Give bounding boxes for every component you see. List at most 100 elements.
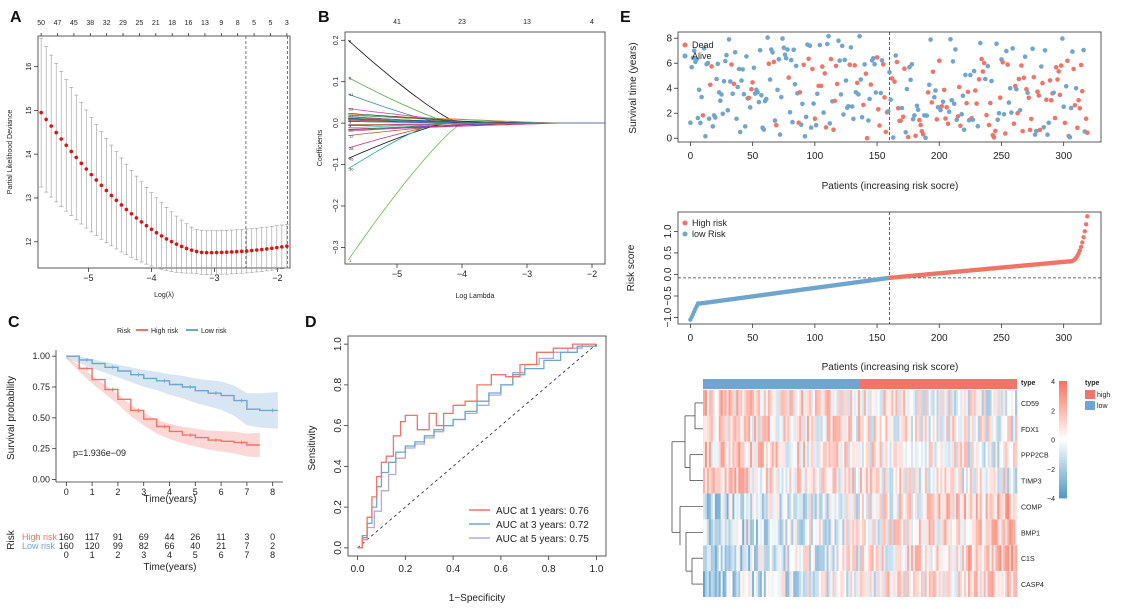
panel-c-xtick-label: 6 — [219, 487, 224, 497]
heatmap-cell — [977, 390, 981, 416]
panel-d-xtick-label: 1.0 — [589, 564, 603, 575]
heatmap-cell — [820, 493, 824, 520]
heatmap-cell — [926, 571, 929, 598]
panel-e1-point-alive — [857, 33, 862, 39]
heatmap-cell — [848, 415, 851, 442]
panel-e1-point-alive — [770, 50, 775, 55]
heatmap-cell — [1015, 519, 1018, 546]
heatmap-cell — [755, 467, 759, 494]
heatmap-cell — [883, 390, 886, 416]
heatmap-cell — [836, 493, 839, 520]
heatmap-cell — [861, 493, 865, 520]
panel-a-point — [164, 237, 169, 241]
panel-a-point — [114, 198, 119, 203]
heatmap-cell — [836, 390, 839, 416]
heatmap-cell — [875, 571, 878, 598]
panel-e1-point-dead — [976, 77, 982, 82]
panel-b-path-label: 5 — [349, 76, 352, 81]
panel-c-ylabel: Survival probability — [6, 376, 17, 460]
heatmap-cell — [793, 493, 796, 520]
heatmap-cell — [860, 467, 863, 494]
heatmap-cell — [789, 493, 792, 520]
heatmap-cell — [769, 441, 772, 468]
panel-e1-point-dead — [766, 61, 772, 66]
heatmap-cell — [846, 441, 849, 468]
heatmap-cell — [865, 545, 869, 572]
risk-table-xtick-label: 7 — [244, 550, 249, 560]
heatmap-cell — [810, 493, 814, 520]
heatmap-cell — [897, 519, 900, 546]
heatmap-cell — [887, 467, 890, 494]
heatmap-cell — [867, 545, 871, 572]
heatmap-cell — [740, 390, 743, 416]
heatmap-cell — [761, 571, 765, 598]
panel-e1-point-alive — [798, 122, 804, 127]
heatmap-cell — [793, 519, 796, 546]
heatmap-cell — [822, 441, 825, 468]
heatmap-cell — [818, 441, 822, 468]
heatmap-cell — [960, 545, 963, 572]
panel-e1-point-alive — [1081, 47, 1086, 53]
e2-legend-high: High risk — [692, 218, 728, 228]
heatmap-colorbar-segment — [1059, 392, 1067, 396]
heatmap-cell — [752, 415, 755, 442]
panel-e1-point-dead — [834, 81, 840, 87]
heatmap-gene-label: COMP — [1021, 504, 1042, 511]
panel-e1-point-alive — [890, 135, 896, 140]
heatmap-cell — [783, 545, 786, 572]
heatmap-cell — [858, 545, 861, 572]
panel-e2-xtick-label: 50 — [747, 333, 759, 344]
heatmap-cell — [940, 415, 943, 442]
heatmap-cell — [875, 467, 878, 494]
panel-a-top-label: 18 — [168, 20, 176, 27]
heatmap-cell — [814, 390, 818, 416]
panel-e1-point-dead — [876, 107, 881, 112]
panel-e1-point-alive — [1041, 125, 1047, 130]
heatmap-cell — [795, 545, 798, 572]
heatmap-cell — [769, 519, 772, 546]
panel-e1-point-alive — [975, 124, 981, 129]
heatmap-cell — [742, 519, 745, 546]
heatmap-cell — [757, 545, 761, 572]
heatmap-cell — [708, 441, 712, 468]
panel-e1-point-alive — [923, 135, 928, 141]
heatmap-cell — [734, 467, 737, 494]
heatmap-cell — [942, 390, 945, 416]
heatmap-cell — [799, 441, 802, 468]
panel-e1-point-dead — [749, 87, 754, 92]
heatmap-cell — [997, 390, 1000, 416]
panel-d-ylabel: Sensitivity — [307, 425, 318, 470]
heatmap-cell — [938, 441, 941, 468]
heatmap-colorbar-segment — [1059, 398, 1067, 402]
heatmap-cell — [789, 390, 792, 416]
panel-e1-point-dead — [823, 125, 829, 130]
heatmap-cell — [881, 545, 884, 572]
heatmap-cell — [706, 441, 710, 468]
panel-e1-point-dead — [729, 62, 734, 67]
heatmap-cell — [873, 493, 876, 520]
heatmap-cell — [759, 519, 763, 546]
panel-d-xtick-label: 0.4 — [446, 564, 460, 575]
heatmap-cell — [871, 415, 875, 442]
heatmap-cell — [795, 467, 798, 494]
panel-a-point — [264, 247, 269, 251]
heatmap-cell — [781, 519, 784, 546]
panel-a-top-label: 8 — [236, 20, 240, 27]
heatmap-cell — [759, 390, 763, 416]
heatmap-cell — [1005, 441, 1008, 468]
panel-e1-point-alive — [951, 101, 957, 107]
heatmap-cell — [803, 545, 806, 572]
panel-e2-point-high — [1083, 222, 1089, 227]
heatmap-cell — [799, 571, 802, 598]
roc-legend-3y: AUC at 3 years: 0.72 — [496, 520, 589, 531]
heatmap-cell — [1013, 467, 1016, 494]
panel-e1-point-dead — [917, 117, 922, 123]
heatmap-cell — [765, 441, 769, 468]
heatmap-cell — [877, 545, 880, 572]
heatmap-cell — [838, 415, 841, 442]
heatmap-cell — [816, 519, 820, 546]
heatmap-cell — [803, 493, 806, 520]
heatmap-cell — [952, 415, 955, 442]
heatmap-cell — [897, 390, 900, 416]
heatmap-cell — [893, 493, 896, 520]
